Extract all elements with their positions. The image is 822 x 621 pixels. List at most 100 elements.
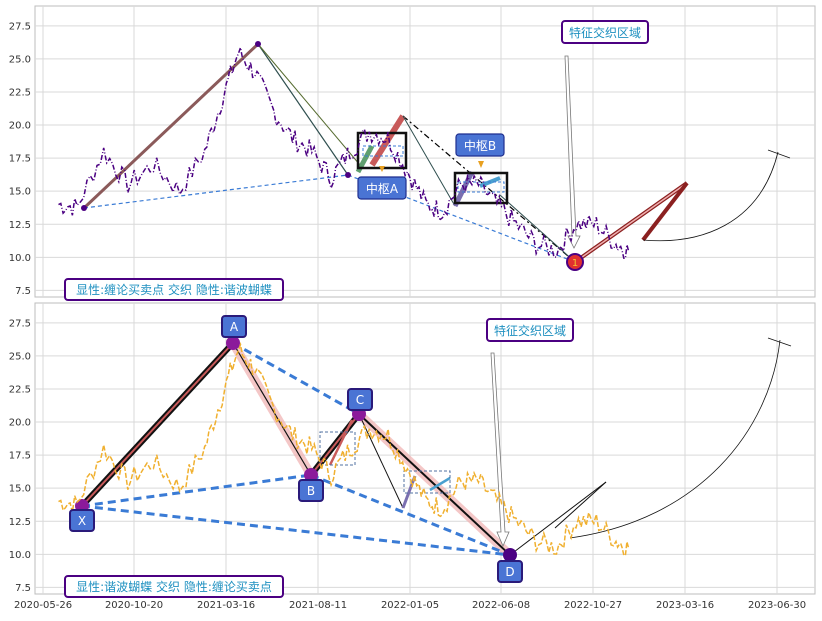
- top-feature-label: 特征交织区域: [569, 25, 641, 40]
- bottom-feature-box: [486, 318, 574, 342]
- top-buy-point-marker: [566, 253, 584, 271]
- top-ytick-label: 20.0: [9, 121, 31, 132]
- bottom-grid: [35, 303, 815, 594]
- top-buy-point-label: 1: [572, 258, 578, 269]
- top-ytick-label: 17.5: [9, 154, 31, 165]
- point-d-label: D: [505, 565, 514, 579]
- bottom-curve-cap: [767, 337, 792, 347]
- point-x-badge: X: [69, 509, 95, 532]
- top-curve-cap: [767, 149, 791, 159]
- point-a-label: A: [230, 320, 239, 334]
- top-decorations: 1: [81, 41, 791, 271]
- top-legend-box: [64, 278, 284, 301]
- xtick-label: 2023-06-30: [748, 600, 806, 611]
- tick-labels: 7.5 10.0 12.5 15.0 17.5 20.0 22.5 25.0 27.5 7.5 10…: [9, 21, 806, 611]
- top-feature-arrow: [564, 55, 581, 249]
- bottom-leg-c-low: [358, 413, 404, 509]
- top-ytick-label: 22.5: [9, 87, 31, 98]
- zhongshu-b-arrow: [478, 161, 484, 168]
- bottom-ytick-label: 22.5: [9, 384, 31, 395]
- top-ytick-label: 12.5: [9, 220, 31, 231]
- bottom-ytick-label: 7.5: [15, 583, 31, 594]
- bottom-ytick-label: 12.5: [9, 517, 31, 528]
- top-leg-2b: [257, 43, 361, 166]
- xtick-label: 2022-01-05: [381, 600, 439, 611]
- bottom-leg-cd: [358, 413, 511, 556]
- top-ytick-label: 15.0: [9, 187, 31, 198]
- top-ytick-label: 7.5: [15, 286, 31, 297]
- top-point-low: [345, 172, 351, 178]
- point-x-label: X: [78, 514, 86, 528]
- zhongshu-a-arrow: [379, 166, 385, 172]
- bottom-leg-d-up: [509, 481, 607, 556]
- top-leg-4: [499, 194, 576, 263]
- bottom-leg-xa-inner: [81, 342, 234, 507]
- top-red-leg-5-inner: [574, 182, 688, 263]
- bottom-zhongshu-b-box: [403, 470, 451, 494]
- xtick-label: 2023-03-16: [656, 600, 714, 611]
- point-a-marker: [226, 336, 240, 350]
- bottom-dashed-bd: [310, 473, 511, 557]
- xtick-label: 2021-08-11: [289, 600, 347, 611]
- bottom-ytick-label: 10.0: [9, 550, 31, 561]
- zhongshu-a-badge: [357, 176, 407, 200]
- bottom-red-segment: [328, 419, 354, 466]
- point-b-badge: B: [298, 479, 324, 502]
- xtick-label: 2022-10-27: [564, 600, 622, 611]
- bottom-price-line: [58, 341, 630, 557]
- top-ytick-label: 25.0: [9, 54, 31, 65]
- point-c-label: C: [356, 393, 364, 407]
- zhongshu-b-inner-box: [457, 181, 505, 193]
- xtick-label: 2021-03-16: [197, 600, 255, 611]
- top-plot-frame: [34, 5, 816, 298]
- top-point-peak: [255, 41, 261, 47]
- bottom-leg-ab: [232, 342, 312, 476]
- bottom-decorations: [75, 336, 792, 562]
- top-feature-box: [561, 20, 649, 44]
- bottom-purple-segment: [401, 475, 417, 509]
- xtick-label: 2020-05-26: [14, 600, 72, 611]
- top-price-line: [58, 44, 630, 260]
- bottom-dashed-ac: [232, 341, 360, 416]
- top-dashed-link-1: [83, 174, 349, 209]
- xtick-label: 2022-06-08: [472, 600, 530, 611]
- bottom-ytick-label: 25.0: [9, 351, 31, 362]
- zhongshu-b-badge: [455, 133, 505, 157]
- top-leg-2: [257, 43, 349, 176]
- point-c-badge: C: [347, 388, 373, 411]
- point-b-marker: [304, 468, 318, 482]
- zhongshu-a-inner-box: [362, 145, 404, 157]
- point-b-label: B: [307, 484, 315, 498]
- bottom-ytick-label: 15.0: [9, 484, 31, 495]
- bottom-feature-arrow: [490, 352, 510, 548]
- xtick-label: 2020-10-20: [105, 600, 163, 611]
- bottom-ytick-label: 20.0: [9, 418, 31, 429]
- bottom-blue-segment: [429, 476, 451, 492]
- top-point-start: [81, 205, 87, 211]
- top-grid: [35, 6, 815, 297]
- bottom-plot-frame: [34, 302, 816, 595]
- bottom-legend-text: 显性:谐波蝴蝶 交织 隐性:缠论买卖点: [76, 579, 272, 594]
- bottom-dashed-xb: [81, 473, 312, 508]
- top-red-leg-6: [641, 181, 689, 242]
- point-d-badge: D: [497, 560, 523, 583]
- zhongshu-b-box: [453, 171, 509, 205]
- bottom-curve-arrow: [569, 339, 781, 539]
- top-dashdot-link: [402, 115, 576, 263]
- bottom-ytick-label: 17.5: [9, 451, 31, 462]
- bottom-dashed-xd: [81, 504, 511, 557]
- bottom-zhongshu-a-box: [319, 431, 356, 466]
- top-ytick-label: 27.5: [9, 21, 31, 32]
- bottom-leg-d-back: [554, 481, 607, 529]
- top-ytick-label: 10.0: [9, 253, 31, 264]
- zhongshu-b-label: 中枢B: [464, 138, 496, 153]
- top-brown-leg-1: [82, 42, 260, 210]
- point-d-marker: [503, 548, 517, 562]
- top-dashed-link-2: [347, 174, 576, 263]
- bottom-feature-label: 特征交织区域: [494, 323, 566, 338]
- top-legend-text: 显性:缠论买卖点 交织 隐性:谐波蝴蝶: [76, 282, 272, 297]
- bottom-legend-box: [64, 575, 284, 598]
- point-a-badge: A: [221, 315, 247, 338]
